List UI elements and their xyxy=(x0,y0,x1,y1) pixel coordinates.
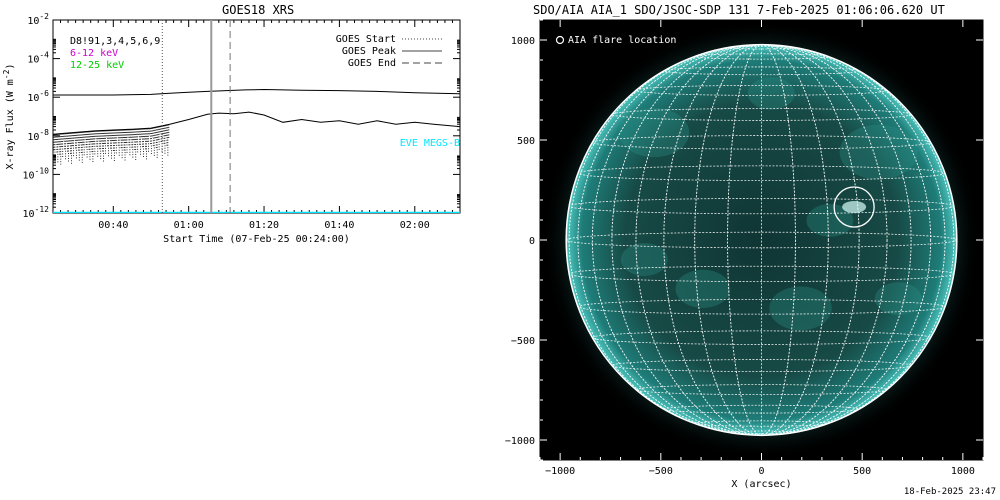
y-axis-label: X-ray Flux (W m-2) xyxy=(2,64,16,170)
y-tick-label: 10-8 xyxy=(27,128,49,143)
x-axis-label: Start Time (07-Feb-25 00:24:00) xyxy=(163,234,350,245)
longitude-line xyxy=(568,44,955,436)
goes-xrs-chart: 10-12 10-10 10-8 10-6 10-4 10-2 00:40 01:00 01:2… xyxy=(2,12,461,245)
y-tick-label: 10-10 xyxy=(23,166,50,181)
y-tick-label: −500 xyxy=(511,336,535,347)
solar-disk xyxy=(566,44,957,436)
active-region-patch xyxy=(620,243,668,276)
longitude-line xyxy=(727,44,796,436)
x-tick-label: 0 xyxy=(758,466,764,477)
longitude-line xyxy=(635,44,888,436)
eve-megs-b-label: EVE MEGS-B xyxy=(400,138,460,149)
footer-timestamp: 18-Feb-2025 23:47 xyxy=(903,487,996,497)
y-tick-label: 10-12 xyxy=(23,205,50,220)
y-tick-label: −1000 xyxy=(505,436,535,447)
x-tick-label: 00:40 xyxy=(98,220,128,231)
active-region-patch xyxy=(874,282,922,316)
x-tick-label: 500 xyxy=(853,466,871,477)
flare-brightening xyxy=(842,201,867,213)
y-tick-label: 10-2 xyxy=(27,12,49,27)
aia-image-title: SDO/AIA AIA_1 SDO/JSOC-SDP 131 7-Feb-202… xyxy=(533,3,945,17)
legend-label: AIA flare location xyxy=(568,35,676,46)
x-tick-label: 1000 xyxy=(951,466,975,477)
x-tick-label: 01:20 xyxy=(249,220,279,231)
active-region-patch xyxy=(806,204,854,237)
longitude-line xyxy=(591,44,932,436)
x-tick-label: −1000 xyxy=(545,466,575,477)
x-tick-label: 02:00 xyxy=(400,220,430,231)
x-tick-label: 01:00 xyxy=(174,220,204,231)
legend-label: GOES Peak xyxy=(342,46,396,57)
active-region-patch xyxy=(675,269,731,308)
goes-plot-title: GOES18 XRS xyxy=(222,3,295,17)
longitude-line xyxy=(611,44,912,436)
y-tick-label: 0 xyxy=(529,236,535,247)
x-axis-label: X (arcsec) xyxy=(731,479,791,490)
legend-label: GOES Start xyxy=(336,34,396,45)
longitude-line xyxy=(663,44,860,436)
x-tick-label: 01:40 xyxy=(324,220,354,231)
legend-marker xyxy=(555,35,565,45)
longitude-line xyxy=(694,44,829,436)
legend-label: GOES End xyxy=(348,58,396,69)
y-tick-label: 10-4 xyxy=(27,51,49,66)
channel-label: 6-12 keV xyxy=(70,48,118,59)
goes-plot-frame xyxy=(52,19,461,214)
longitude-line xyxy=(577,44,946,436)
series-line xyxy=(53,88,460,96)
active-region-patch xyxy=(747,77,795,110)
y-tick-label: 1000 xyxy=(511,36,535,47)
channel-label: D8!91,3,4,5,6,9 xyxy=(70,36,160,47)
channel-label: 12-25 keV xyxy=(70,60,124,71)
y-tick-label: 500 xyxy=(517,136,535,147)
x-tick-label: −500 xyxy=(649,466,673,477)
flare-location-circle xyxy=(833,186,875,228)
y-tick-label: 10-6 xyxy=(27,89,49,104)
active-region-patch xyxy=(769,286,832,331)
active-region-patch xyxy=(618,107,690,158)
limb-outline xyxy=(565,43,958,437)
